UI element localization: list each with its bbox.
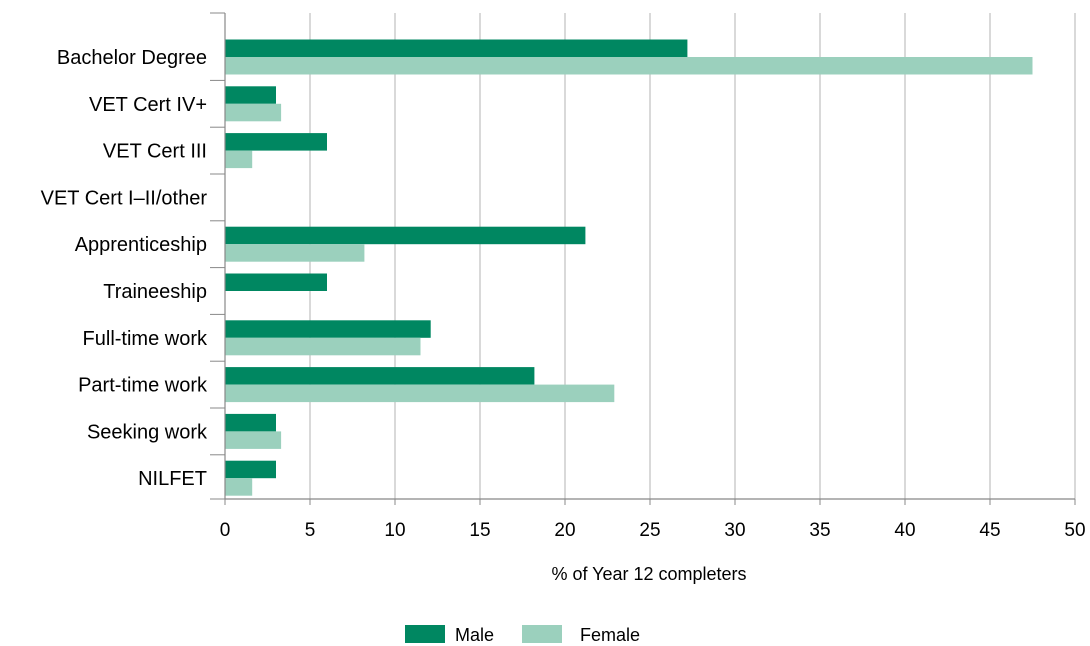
category-label: VET Cert III	[103, 141, 207, 163]
legend-swatch-male	[405, 625, 445, 643]
bar-male-7	[225, 367, 535, 385]
bars	[225, 39, 1033, 496]
legend-swatch-female	[522, 625, 562, 643]
axes: 0 5 10 15 20 25 30 35 40 45 50 Bachelor Degree VET C…	[41, 12, 1086, 541]
category-label: Seeking work	[87, 421, 208, 443]
category-label: Part-time work	[78, 375, 208, 397]
x-tick-label: 15	[469, 520, 490, 541]
x-tick-label: 5	[305, 520, 316, 541]
legend-label-female: Female	[580, 625, 640, 645]
x-tick-label: 0	[220, 520, 231, 541]
category-label: Bachelor Degree	[57, 47, 207, 69]
bar-male-4	[225, 226, 586, 245]
bar-male-5	[225, 273, 327, 291]
legend: Male Female	[405, 625, 640, 645]
legend-label-male: Male	[455, 625, 494, 645]
x-tick-label: 30	[724, 520, 745, 541]
bar-male-8	[225, 413, 276, 432]
bar-male-0	[225, 39, 688, 57]
x-tick-label: 25	[639, 520, 660, 541]
bar-female-6	[225, 337, 421, 356]
gridlines	[309, 13, 1076, 499]
x-tick-label: 10	[384, 520, 405, 541]
category-label: NILFET	[138, 468, 207, 490]
bar-female-2	[225, 150, 253, 169]
bar-female-1	[225, 103, 282, 122]
bar-female-8	[225, 431, 282, 449]
bar-female-4	[225, 244, 365, 262]
bar-male-2	[225, 133, 327, 151]
x-tick-label: 45	[979, 520, 1000, 541]
x-axis-title: % of Year 12 completers	[551, 564, 746, 584]
x-tick-label: 40	[894, 520, 915, 541]
category-label: Full-time work	[83, 328, 208, 350]
x-tick-label: 35	[809, 520, 830, 541]
x-tick-label: 50	[1064, 520, 1085, 541]
bar-female-0	[225, 57, 1033, 75]
x-tick-label: 20	[554, 520, 575, 541]
bar-male-6	[225, 320, 431, 338]
category-label: Traineeship	[103, 281, 207, 303]
bar-female-9	[225, 478, 253, 496]
bar-male-9	[225, 460, 276, 479]
bar-male-1	[225, 86, 276, 104]
category-label: VET Cert IV+	[89, 94, 207, 116]
bar-female-7	[225, 384, 615, 403]
category-label: VET Cert I–II/other	[41, 187, 208, 209]
category-label: Apprenticeship	[75, 234, 207, 256]
